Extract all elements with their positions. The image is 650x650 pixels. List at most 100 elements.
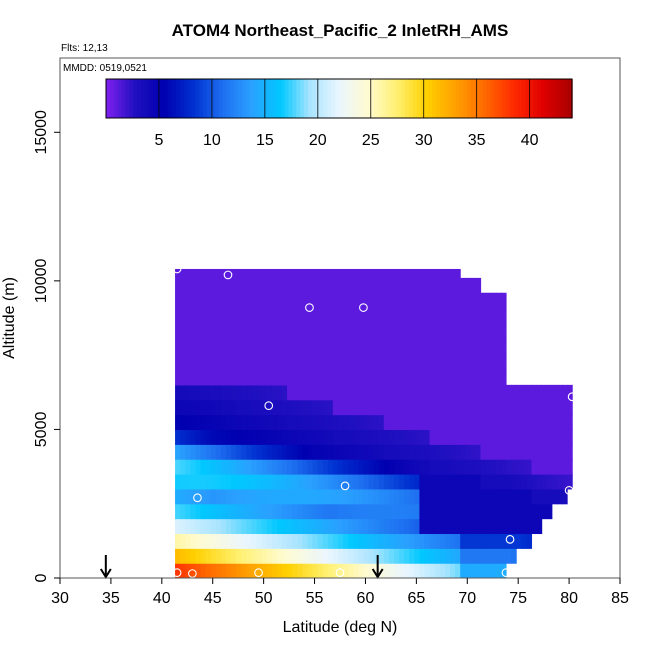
heatmap-cell	[297, 295, 303, 312]
heatmap-cell	[465, 518, 471, 535]
heatmap-cell	[266, 488, 273, 505]
heatmap-cell	[404, 325, 410, 341]
heatmap-cell	[200, 268, 207, 282]
heatmap-cell	[190, 280, 197, 297]
heatmap-cell	[266, 310, 273, 327]
heatmap-cell	[251, 384, 258, 401]
heatmap-cell	[271, 295, 278, 312]
heatmap-cell	[348, 444, 354, 460]
heatmap-cell	[526, 399, 533, 416]
heatmap-cell	[449, 355, 456, 371]
heatmap-cell	[292, 384, 298, 401]
heatmap-cell	[332, 280, 339, 297]
heatmap-cell	[521, 459, 527, 475]
heatmap-cell	[495, 488, 502, 505]
heatmap-cell	[373, 268, 380, 282]
heatmap-cell	[455, 384, 461, 401]
heatmap-cell	[455, 268, 461, 282]
heatmap-cell	[276, 280, 283, 297]
heatmap-cell	[236, 459, 242, 475]
heatmap-cell	[485, 474, 492, 490]
heatmap-cell	[470, 295, 477, 312]
heatmap-cell	[353, 355, 359, 371]
heatmap-cell	[399, 444, 405, 460]
heatmap-cell	[185, 414, 191, 431]
heatmap-cell	[343, 533, 349, 549]
heatmap-cell	[455, 503, 461, 520]
heatmap-cell	[511, 459, 517, 475]
heatmap-cell	[236, 563, 242, 578]
heatmap-cell	[190, 414, 197, 431]
heatmap-cell	[536, 518, 543, 535]
heatmap-cell	[256, 370, 263, 386]
heatmap-cell	[246, 268, 253, 282]
heatmap-cell	[292, 325, 298, 341]
heatmap-cell	[393, 533, 400, 549]
chart-title: ATOM4 Northeast_Pacific_2 InletRH_AMS	[172, 21, 509, 40]
heatmap-cell	[429, 399, 436, 416]
heatmap-cell	[205, 399, 212, 416]
heatmap-cell	[536, 414, 543, 431]
heatmap-cell	[205, 325, 212, 341]
heatmap-cell	[490, 384, 497, 401]
x-tick-label: 70	[458, 590, 476, 607]
heatmap-cell	[561, 384, 568, 401]
heatmap-cell	[200, 399, 207, 416]
heatmap-cell	[281, 488, 288, 505]
heatmap-cell	[414, 399, 421, 416]
heatmap-cell	[302, 444, 309, 460]
colorbar	[105, 78, 573, 119]
heatmap-cell	[231, 384, 237, 401]
heatmap-cell	[175, 399, 181, 416]
heatmap-cell	[266, 429, 273, 445]
heatmap-cell	[348, 414, 354, 431]
heatmap-cell	[337, 399, 344, 416]
heatmap-cell	[414, 533, 421, 549]
heatmap-cell	[399, 370, 405, 386]
heatmap-cell	[419, 444, 426, 460]
heatmap-cell	[281, 355, 288, 371]
heatmap-cell	[404, 548, 410, 564]
heatmap-cell	[526, 429, 533, 445]
heatmap-cell	[363, 548, 370, 564]
heatmap-cell	[297, 474, 303, 490]
heatmap-cell	[388, 518, 395, 535]
heatmap-cell	[505, 444, 512, 460]
heatmap-cell	[485, 459, 492, 475]
heatmap-cell	[205, 370, 212, 386]
heatmap-cell	[322, 340, 329, 356]
heatmap-cell	[409, 488, 415, 505]
heatmap-cell	[236, 548, 242, 564]
heatmap-cell	[480, 429, 487, 445]
heatmap-cell	[388, 399, 395, 416]
heatmap-cell	[388, 474, 395, 490]
heatmap-cell	[368, 444, 375, 460]
heatmap-cell	[511, 548, 517, 564]
heatmap-cell	[516, 444, 522, 460]
flight-point	[359, 303, 368, 312]
heatmap-cell	[460, 295, 466, 312]
heatmap-cell	[195, 474, 202, 490]
heatmap-cell	[449, 414, 456, 431]
heatmap-cell	[180, 414, 186, 431]
heatmap-cell	[337, 474, 344, 490]
colorbar-tick-labels: 5 10 15 20 25 30 35 40	[155, 132, 539, 149]
heatmap-cell	[241, 414, 247, 431]
heatmap-cell	[312, 280, 319, 297]
heatmap-cell	[215, 355, 222, 371]
heatmap-cell	[399, 340, 405, 356]
heatmap-cell	[185, 548, 191, 564]
heatmap-cell	[302, 355, 309, 371]
heatmap-cell	[495, 292, 502, 297]
heatmap-cell	[251, 488, 258, 505]
heatmap-cell	[419, 563, 426, 578]
heatmap-cell	[378, 355, 385, 371]
heatmap-cell	[246, 563, 253, 578]
heatmap-cell	[465, 295, 471, 312]
heatmap-cell	[241, 429, 247, 445]
heatmap-cell	[455, 548, 461, 564]
heatmap-cell	[465, 384, 471, 401]
heatmap-cell	[180, 474, 186, 490]
heatmap-cell	[511, 384, 517, 401]
heatmap-cell	[500, 548, 507, 564]
